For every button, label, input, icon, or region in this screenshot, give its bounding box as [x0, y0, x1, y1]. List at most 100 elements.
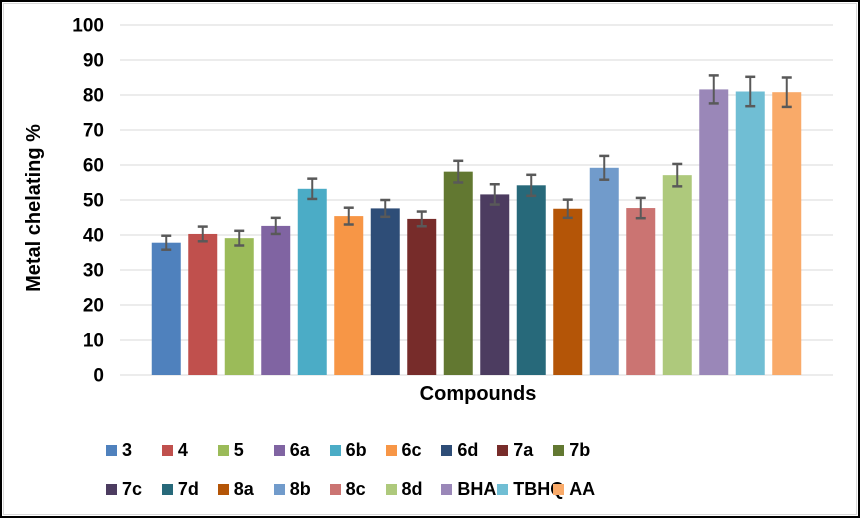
legend-swatch-8b	[273, 483, 285, 495]
error-bar-6c	[343, 206, 354, 226]
y-tick-label-30: 30	[83, 261, 104, 282]
legend-swatch-TBHQ	[497, 483, 509, 495]
legend-label-AA: AA	[569, 479, 596, 499]
error-bars	[161, 74, 792, 251]
legend-swatch-BHA	[441, 483, 453, 495]
legend-label-6a: 6a	[289, 440, 310, 460]
bar-8c	[626, 208, 656, 375]
error-bar-AA	[781, 76, 792, 109]
error-bar-8d	[672, 162, 683, 188]
legend-item-8b: 8b	[273, 479, 311, 499]
legend-swatch-6d	[441, 444, 453, 456]
bar-8b	[589, 167, 619, 375]
error-bar-6d	[380, 198, 391, 219]
error-bar-7b	[453, 159, 464, 184]
legend-item-TBHQ: TBHQ	[497, 480, 564, 498]
legend-swatch-8c	[329, 483, 341, 495]
error-bar-8c	[635, 196, 646, 220]
error-bar-4	[197, 225, 208, 243]
error-bar-7a	[416, 210, 427, 228]
legend-item-AA: AA	[553, 480, 595, 498]
legend-label-TBHQ: TBHQ	[513, 479, 565, 499]
legend-swatch-7b	[553, 444, 565, 456]
legend-label-8d: 8d	[401, 479, 423, 499]
bar-6a	[261, 225, 291, 375]
legend-item-7c: 7c	[106, 480, 142, 498]
legend-item-3: 3	[106, 441, 132, 459]
legend-label-5: 5	[233, 440, 244, 460]
legend-item-8c: 8c	[329, 479, 366, 499]
legend-item-7b: 7b	[553, 441, 590, 459]
error-bar-8b	[599, 154, 610, 181]
y-tick-label-80: 80	[83, 86, 104, 107]
bar-7d	[516, 185, 546, 375]
error-bar-7c	[489, 183, 500, 206]
legend-item-8a: 8a	[217, 479, 254, 499]
legend-item-BHA: BHA	[441, 480, 496, 498]
error-bar-TBHQ	[745, 75, 756, 108]
legend-item-6a: 6a	[273, 440, 310, 460]
bar-6d	[370, 208, 400, 375]
bar-8a	[553, 208, 583, 375]
legend-item-6c: 6c	[385, 441, 422, 459]
bar-TBHQ	[735, 91, 765, 375]
legend-item-6d: 6d	[441, 441, 478, 459]
y-tick-label-10: 10	[83, 331, 104, 352]
error-bar-6a	[270, 216, 281, 236]
legend-label-8a: 8a	[233, 479, 254, 499]
bar-3	[151, 242, 181, 375]
legend-swatch-4	[161, 444, 173, 456]
error-bar-7d	[526, 173, 537, 198]
legend-item-8d: 8d	[385, 479, 423, 499]
legend-label-3: 3	[122, 440, 133, 460]
y-tick-label-90: 90	[83, 51, 104, 72]
y-tick-label-40: 40	[83, 226, 104, 247]
legend-label-7b: 7b	[569, 440, 591, 460]
x-axis-title: Compounds	[420, 383, 537, 405]
legend-item-4: 4	[161, 440, 188, 460]
legend-swatch-6b	[329, 444, 341, 456]
legend-swatch-6c	[385, 444, 397, 456]
legend-label-7d: 7d	[177, 479, 199, 499]
legend-item-5: 5	[217, 440, 244, 460]
legend-label-6b: 6b	[345, 440, 367, 460]
bar-7b	[443, 171, 473, 375]
legend-label-8b: 8b	[289, 479, 311, 499]
bar-8d	[662, 175, 692, 375]
legend-swatch-7d	[161, 483, 173, 495]
bar-5	[224, 238, 254, 375]
legend-swatch-6a	[273, 444, 285, 456]
bar-AA	[772, 92, 802, 375]
bar-6b	[297, 188, 327, 375]
error-bar-6b	[307, 177, 318, 201]
legend-label-8c: 8c	[345, 479, 366, 499]
y-tick-label-20: 20	[83, 296, 104, 317]
legend-label-6d: 6d	[457, 440, 479, 460]
bar-BHA	[699, 89, 729, 376]
error-bar-8a	[562, 198, 573, 220]
y-tick-label-60: 60	[83, 156, 104, 177]
legend-swatch-7c	[106, 483, 117, 495]
y-axis-tick-labels: 0 10 20 30 40 50 60 70 80 90 100	[72, 16, 104, 387]
error-bar-5	[234, 229, 245, 247]
y-tick-label-0: 0	[93, 366, 104, 387]
legend-swatch-AA	[553, 483, 565, 495]
legend-label-BHA: BHA	[457, 479, 497, 499]
bar-7a	[407, 218, 437, 375]
bars	[151, 89, 802, 376]
y-tick-label-70: 70	[83, 121, 104, 142]
legend-swatch-3	[106, 444, 117, 456]
bar-4	[188, 233, 218, 375]
error-bar-BHA	[708, 74, 719, 105]
legend-swatch-7a	[497, 444, 509, 456]
bar-6c	[334, 216, 364, 375]
y-axis-title: Metal chelating %	[23, 124, 45, 292]
legend-label-4: 4	[177, 440, 188, 460]
legend-item-7d: 7d	[161, 479, 199, 499]
legend-label-7c: 7c	[122, 479, 143, 499]
legend-item-6b: 6b	[329, 440, 367, 460]
legend-swatch-8a	[217, 483, 229, 495]
bar-7c	[480, 194, 510, 375]
